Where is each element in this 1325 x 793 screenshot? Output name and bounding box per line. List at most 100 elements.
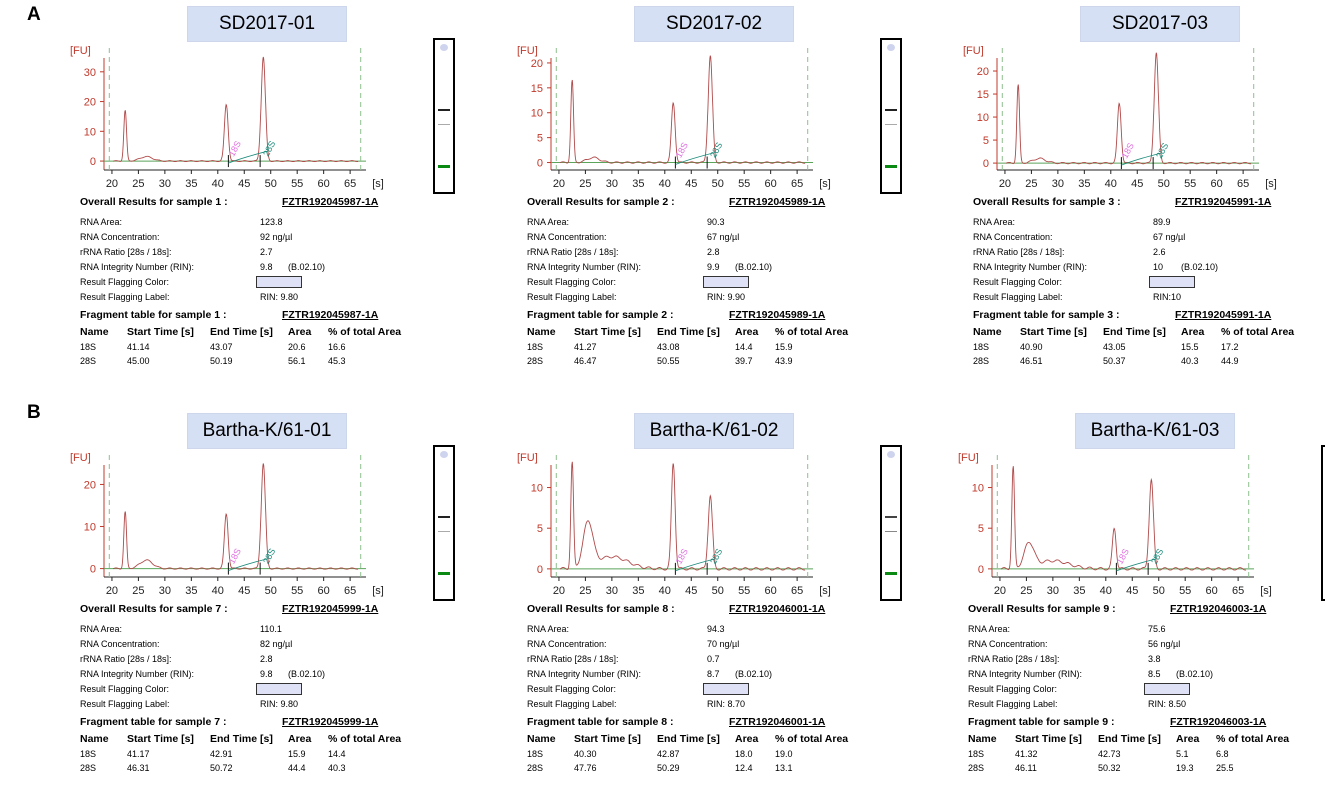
rin-version: (B.02.10) (288, 669, 326, 679)
result-row: RNA Area: 75.6 (968, 624, 1325, 638)
result-row: rRNA Ratio [28s / 18s]: 0.7 (527, 654, 967, 668)
result-label: rRNA Ratio [28s / 18s]: (527, 247, 619, 257)
table-cell: 45.00 (127, 356, 150, 366)
x-unit-label: [s] (1260, 585, 1272, 597)
result-label: RNA Area: (527, 624, 570, 634)
table-cell: 43.08 (657, 342, 680, 352)
y-tick-label: 20 (84, 97, 96, 109)
result-value: 89.9 (1153, 217, 1171, 227)
result-row: Result Flagging Color: (973, 276, 1325, 291)
result-value: 67 ng/µl (707, 232, 740, 242)
result-label: RNA Concentration: (80, 232, 160, 242)
x-tick-label: 45 (238, 585, 250, 597)
result-value: 123.8 (260, 217, 283, 227)
gel-band-28s (438, 516, 450, 518)
y-tick-label: 5 (537, 523, 543, 535)
table-cell: 46.47 (574, 356, 597, 366)
x-tick-label: 50 (712, 585, 724, 597)
result-row: Result Flagging Color: (968, 683, 1325, 698)
fragment-arc (675, 558, 716, 572)
column-header: End Time [s] (657, 326, 720, 338)
result-label: RNA Concentration: (968, 639, 1048, 649)
flag-color-swatch (256, 276, 302, 288)
x-tick-label: 35 (185, 585, 197, 597)
x-tick-label: 55 (291, 585, 303, 597)
sample-title: SD2017-03 (1080, 6, 1240, 42)
table-cell: 46.11 (1015, 763, 1037, 773)
x-tick-label: 55 (1179, 585, 1191, 597)
table-cell: 25.5 (1216, 763, 1234, 773)
table-cell: 17.2 (1221, 342, 1239, 352)
table-cell: 41.14 (127, 342, 150, 352)
table-cell: 41.17 (127, 749, 150, 759)
x-tick-label: 55 (738, 178, 750, 190)
y-tick-label: 0 (90, 564, 96, 576)
result-row: rRNA Ratio [28s / 18s]: 2.7 (80, 247, 520, 261)
gel-band-marker (885, 572, 897, 575)
flag-color-swatch (703, 683, 749, 695)
table-cell: 16.6 (328, 342, 346, 352)
result-value: 9.8 (260, 669, 273, 679)
result-row: Result Flagging Label: RIN: 9.80 (80, 292, 520, 306)
fragment-arc (1116, 558, 1157, 572)
x-tick-label: 35 (185, 178, 197, 190)
x-tick-label: 55 (738, 585, 750, 597)
sample-title: Bartha-K/61-02 (634, 413, 794, 449)
result-value: 0.7 (707, 654, 720, 664)
peak-label: 28S (708, 141, 724, 160)
peak-label: 28S (261, 139, 277, 158)
column-header: Start Time [s] (127, 326, 194, 338)
result-value: 110.1 (260, 624, 282, 634)
electropherogram-panel: Bartha-K/61-02 [FU] 0 5 10 20 25 30 35 40 45 50 55 60… (517, 413, 957, 793)
peak-label: 28S (708, 547, 724, 566)
table-cell: 50.37 (1103, 356, 1126, 366)
sample-id: FZTR192046001-1A (729, 603, 826, 615)
result-row: Result Flagging Color: (527, 683, 967, 698)
y-tick-label: 0 (90, 156, 96, 168)
fragment-table-heading: Fragment table for sample 1 : FZTR1920459… (80, 309, 379, 321)
peak-label: 18S (1115, 547, 1131, 566)
result-value: 2.8 (260, 654, 273, 664)
column-header: End Time [s] (1098, 733, 1161, 745)
column-header: % of total Area (775, 326, 849, 338)
flag-color-swatch (1149, 276, 1195, 288)
table-cell: 28S (527, 356, 544, 366)
rin-version: (B.02.10) (288, 262, 326, 272)
result-row: RNA Area: 90.3 (527, 217, 967, 231)
x-tick-label: 50 (712, 178, 724, 190)
y-tick-label: 10 (531, 108, 543, 120)
table-cell: 14.4 (328, 749, 346, 759)
sample-title: Bartha-K/61-03 (1075, 413, 1235, 449)
gel-well (887, 451, 895, 458)
column-header: % of total Area (328, 326, 402, 338)
y-tick-label: 10 (531, 483, 543, 495)
rin-version: (B.02.10) (1181, 262, 1219, 272)
result-label: RNA Area: (973, 217, 1016, 227)
x-unit-label: [s] (819, 585, 831, 597)
electropherogram-panel: Bartha-K/61-03 [FU] 0 5 10 20 25 30 35 40 45 50 55 60… (958, 413, 1325, 793)
x-tick-label: 30 (606, 585, 618, 597)
rin-version: (B.02.10) (1176, 669, 1214, 679)
column-header: % of total Area (1221, 326, 1295, 338)
x-tick-label: 60 (765, 585, 777, 597)
y-tick-label: 10 (84, 126, 96, 138)
x-tick-label: 55 (291, 178, 303, 190)
column-header: % of total Area (1216, 733, 1290, 745)
result-label: RNA Integrity Number (RIN): (973, 262, 1088, 272)
electropherogram-panel: Bartha-K/61-01 [FU] 0 10 20 20 25 30 35 40 45 50 55 6… (70, 413, 510, 793)
y-tick-label: 5 (537, 133, 543, 145)
result-row: rRNA Ratio [28s / 18s]: 3.8 (968, 654, 1325, 668)
result-label: rRNA Ratio [28s / 18s]: (527, 654, 619, 664)
result-label: RNA Integrity Number (RIN): (80, 669, 195, 679)
y-tick-label: 20 (977, 66, 989, 78)
result-value: 82 ng/µl (260, 639, 293, 649)
column-header: Name (527, 326, 556, 338)
x-tick-label: 30 (159, 178, 171, 190)
column-header: Area (1181, 326, 1205, 338)
peak-label: 18S (674, 547, 690, 566)
y-axis-label: [FU] (517, 452, 538, 464)
result-row: RNA Integrity Number (RIN): 8.5 (B.02.10) (968, 669, 1325, 683)
table-cell: 15.9 (775, 342, 793, 352)
gel-lane (880, 38, 902, 194)
y-axis-label: [FU] (963, 45, 984, 57)
